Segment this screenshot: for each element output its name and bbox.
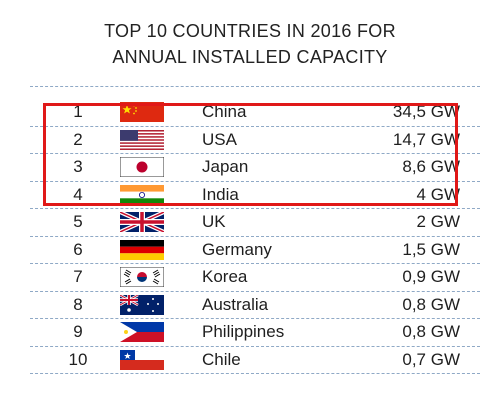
- row-divider: [30, 263, 480, 264]
- capacity-value: 0,7 GW: [402, 349, 460, 369]
- usa-flag-icon: [120, 129, 166, 151]
- row-divider: [30, 208, 480, 209]
- table-row: 7 Korea 0,9 GW: [30, 263, 480, 291]
- row-divider: [30, 153, 480, 154]
- capacity-value: 14,7 GW: [392, 129, 460, 149]
- australia-flag-icon: [120, 294, 166, 316]
- capacity-value: 0,8 GW: [402, 322, 460, 341]
- capacity-value: 0,9 GW: [402, 267, 460, 286]
- capacity-value: 8,6 GW: [402, 157, 460, 176]
- germany-flag-icon: [120, 239, 166, 261]
- table-row: 1 China 34,5 GW: [30, 98, 480, 126]
- country-name: UK: [202, 212, 226, 231]
- country-name: Korea: [202, 267, 248, 286]
- chart-title-line-2: ANNUAL INSTALLED CAPACITY: [112, 47, 388, 67]
- table-row: 5 UK 2 GW: [30, 208, 480, 236]
- row-divider: [30, 345, 480, 347]
- row-divider: [30, 290, 480, 292]
- table-row: 2 USA 14,7 GW: [30, 126, 480, 154]
- table-row: 6 Germany 1,5 GW: [30, 236, 480, 264]
- rank-label: 2: [73, 129, 83, 149]
- table-row: 8 Australia 0,8 GW: [30, 291, 480, 319]
- table-row: 3 Japan 8,6 GW: [30, 153, 480, 181]
- table-top-rule: [30, 86, 480, 87]
- country-name: Germany: [202, 239, 272, 259]
- row-divider: [30, 125, 480, 127]
- japan-flag-icon: [120, 157, 166, 178]
- table-row: 9 Philippines 0,8 GW: [30, 318, 480, 346]
- country-name: China: [202, 102, 247, 121]
- rank-label: 4: [73, 184, 83, 204]
- rank-label: 7: [73, 267, 83, 286]
- capacity-value: 4 GW: [416, 184, 460, 204]
- rank-label: 3: [73, 157, 83, 176]
- korea-flag-icon: [120, 267, 166, 288]
- country-name: USA: [202, 129, 237, 149]
- chart-title-line-1: TOP 10 COUNTRIES IN 2016 FOR: [104, 21, 396, 41]
- china-flag-icon: [120, 102, 166, 123]
- capacity-value: 2 GW: [416, 212, 460, 231]
- chart-title: TOP 10 COUNTRIES IN 2016 FOR ANNUAL INST…: [0, 18, 500, 70]
- rank-label: 9: [73, 322, 83, 341]
- capacity-value: 34,5 GW: [392, 102, 460, 121]
- india-flag-icon: [120, 184, 166, 206]
- country-name: Australia: [202, 294, 269, 314]
- chile-flag-icon: [120, 349, 166, 371]
- row-divider: [30, 318, 480, 319]
- rank-label: 1: [73, 102, 83, 121]
- country-name: India: [202, 184, 239, 204]
- capacity-value: 0,8 GW: [402, 294, 460, 314]
- country-name: Chile: [202, 349, 241, 369]
- country-name: Philippines: [202, 322, 285, 341]
- capacity-value: 1,5 GW: [402, 239, 460, 259]
- table-row: 10 Chile 0,7 GW: [30, 346, 480, 374]
- top-three-highlight-box: [43, 103, 458, 206]
- rank-label: 5: [73, 212, 83, 231]
- uk-flag-icon: [120, 212, 166, 233]
- rank-label: 10: [68, 349, 88, 369]
- row-divider: [30, 180, 480, 182]
- country-name: Japan: [202, 157, 249, 176]
- row-divider: [30, 373, 480, 374]
- rank-label: 6: [73, 239, 83, 259]
- table-row: 4 India 4 GW: [30, 181, 480, 209]
- rank-label: 8: [73, 294, 83, 314]
- philippines-flag-icon: [120, 322, 166, 343]
- row-divider: [30, 235, 480, 237]
